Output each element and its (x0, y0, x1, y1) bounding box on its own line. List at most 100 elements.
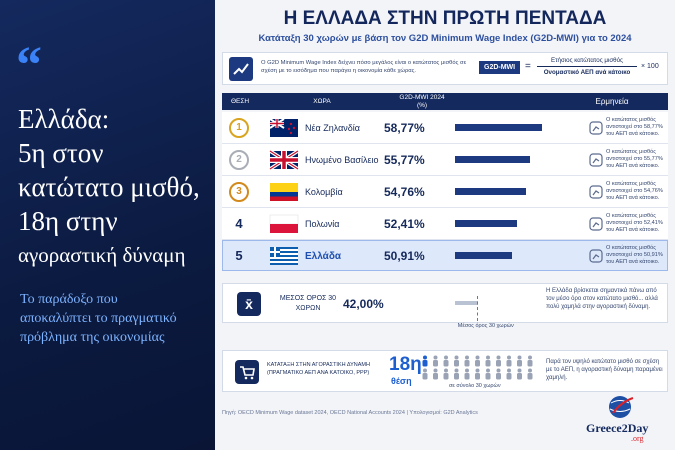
person-icon (517, 355, 522, 367)
value-label: 55,77% (384, 153, 425, 167)
formula-numerator: Ετήσιος κατώτατος μισθός (537, 57, 637, 67)
title-line: 5η στον (18, 138, 104, 168)
person-icon (464, 355, 470, 367)
note: Ο κατώτατος μισθός αντιστοιχεί στο 55,77… (606, 149, 663, 169)
purchasing-rank-word: θέση (391, 376, 412, 386)
person-icon (496, 355, 501, 367)
person-icon (475, 355, 480, 367)
country-name: Πολωνία (305, 219, 340, 229)
flag-poland (269, 214, 299, 233)
person-icon (506, 368, 512, 380)
average-icon: x̄ (237, 292, 261, 316)
flag-greece (270, 247, 298, 265)
person-icon (433, 368, 438, 380)
quote-mark: “ (16, 37, 42, 94)
medal (229, 118, 249, 138)
header-cell: ΘΕΣΗ (230, 98, 250, 105)
purchasing-total: σε σύνολο 30 χωρών (449, 383, 501, 389)
person-icon (443, 355, 449, 367)
subtitle-line: αποκαλύπτει το πραγματικό (20, 311, 177, 326)
purchasing-label: ΚΑΤΑΤΑΞΗ ΣΤΗΝ ΑΓΟΡΑΣΤΙΚΗ ΔΥΝΑΜΗ (ΠΡΑΓΜΑΤ… (267, 362, 370, 376)
medal (229, 150, 249, 170)
person-icon (464, 368, 470, 380)
rank: 2 (236, 154, 242, 165)
header-cell: (%) (416, 102, 428, 109)
flag-uk (269, 149, 299, 171)
note-icon (589, 249, 603, 263)
logo-suffix: .org (631, 434, 644, 443)
table-row (222, 208, 668, 240)
cart-icon (235, 360, 259, 384)
main-subtitle: Κατάταξη 30 χωρών με βάση τον G2D Minimu… (258, 33, 632, 44)
average-bar (455, 301, 478, 305)
info-text: Ο G2D Minimum Wage Index δείχνει πόσο με… (261, 60, 467, 74)
formula-label: G2D-MWI (479, 61, 521, 74)
person-icon (527, 355, 533, 367)
bar (455, 220, 518, 227)
bar (455, 156, 531, 163)
person-icon (517, 368, 522, 380)
logo-globe (609, 396, 634, 418)
rank: 1 (236, 122, 242, 133)
person-icon (443, 368, 449, 380)
person-icon (422, 355, 428, 367)
header-cell: Ερμηνεία (595, 97, 629, 106)
person-icon (475, 368, 480, 380)
note: Ο κατώτατος μισθός αντιστοιχεί στο 58,77… (606, 117, 663, 137)
value-label: 52,41% (384, 217, 425, 231)
header-cell: ΧΩΡΑ (313, 98, 331, 105)
note: Ο κατώτατος μισθός αντιστοιχεί στο 50,91… (606, 245, 663, 265)
svg-text:x̄: x̄ (245, 296, 253, 312)
flag-nz (269, 118, 298, 137)
info-icon (229, 57, 253, 81)
header-cell: G2D-MWI 2024 (399, 94, 445, 101)
person-icon (454, 355, 459, 367)
rank: 5 (235, 248, 243, 263)
title-line: κατώτατο μισθό, (18, 172, 200, 202)
note-icon (589, 217, 603, 231)
person-icon (433, 355, 438, 367)
average-note: Η Ελλάδα βρίσκεται σημαντικά πάνω από το… (546, 288, 658, 310)
value-label: 50,91% (384, 249, 425, 263)
info-box: Ο G2D Minimum Wage Index δείχνει πόσο με… (222, 52, 668, 85)
bar (455, 124, 542, 131)
country-name: Κολομβία (305, 187, 343, 197)
value-label: 54,76% (384, 185, 425, 199)
person-icon (485, 368, 491, 380)
main-title: Η ΕΛΛΑΔΑ ΣΤΗΝ ΠΡΩΤΗ ΠΕΝΤΑΔΑ (283, 8, 607, 29)
person-icon (454, 368, 459, 380)
average-value: 42,00% (343, 297, 384, 311)
country-name: Νέα Ζηλανδία (305, 123, 360, 133)
person-icon (506, 355, 512, 367)
note-icon (589, 121, 603, 135)
subtitle-line: Το παράδοξο που (20, 292, 118, 307)
person-icon (485, 355, 491, 367)
formula-denominator: Ονομαστικό ΑΕΠ ανά κάτοικο (543, 69, 631, 76)
medal (229, 182, 249, 202)
table-header: ΘΕΣΗ ΧΩΡΑ G2D-MWI 2024 (%) Ερμηνεία (222, 93, 668, 110)
title-line: 18η στην (18, 206, 118, 236)
bar (455, 188, 527, 195)
people-pictogram (422, 355, 533, 380)
average-label: ΜΕΣΟΣ ΟΡΟΣ 30 ΧΩΡΩΝ (279, 295, 337, 312)
left-panel: “ Ελλάδα: 5η στον κατώτατο μισθό, 18η στ… (0, 0, 215, 450)
person-icon (527, 368, 533, 380)
note-icon (589, 153, 603, 167)
bar (455, 252, 512, 259)
average-marker (477, 296, 479, 321)
value-label: 58,77% (384, 121, 425, 135)
subtitle-line: πρόβλημα της οικονομίας (20, 330, 165, 345)
country-name: Ηνωμένο Βασίλειο (305, 155, 379, 165)
formula-multiplier: × 100 (641, 63, 659, 70)
formula-equals: = (525, 61, 531, 72)
note: Ο κατώτατος μισθός αντιστοιχεί στο 52,41… (606, 213, 663, 233)
average-marker-label: Μέσος όρος 30 χωρών (457, 323, 514, 329)
person-icon (422, 368, 428, 380)
title-line: αγοραστική δύναμη (18, 243, 186, 267)
note-icon (589, 185, 603, 199)
person-icon (496, 368, 501, 380)
rank: 4 (235, 216, 243, 231)
country-name: Ελλάδα (305, 251, 342, 262)
purchasing-rank: 18η (389, 354, 422, 375)
